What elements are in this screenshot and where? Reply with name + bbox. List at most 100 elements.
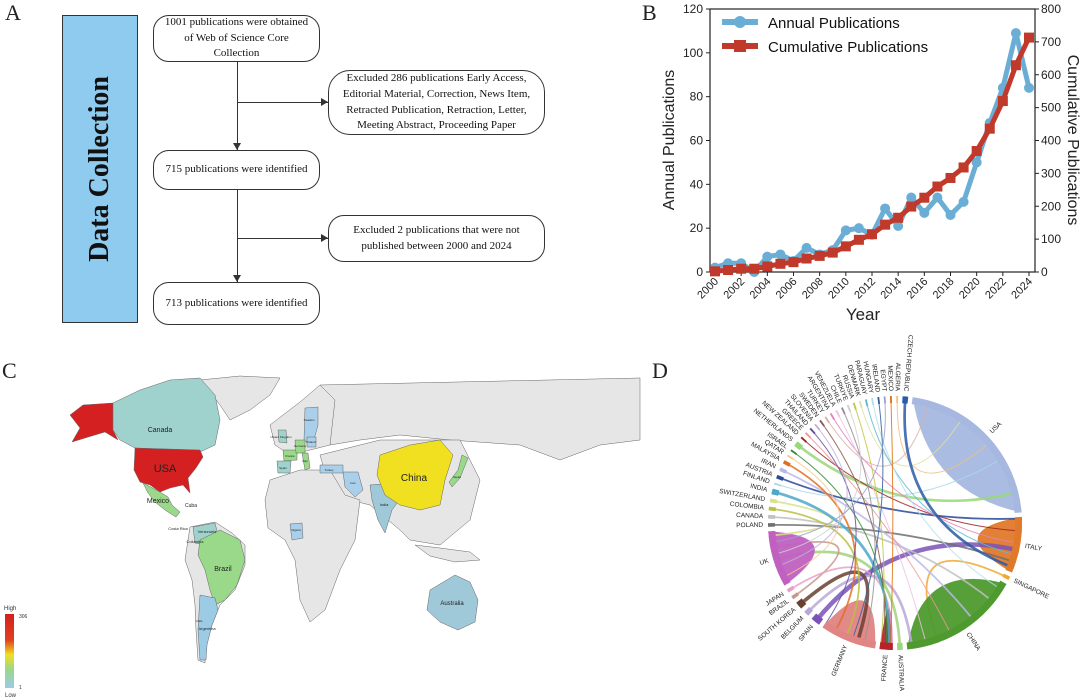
legend-marker-cumulative bbox=[734, 40, 746, 52]
chord-label: CZECH REPUBLIC bbox=[902, 335, 914, 392]
chord-arc-venezuela bbox=[835, 409, 841, 418]
chord-label: SINGAPORE bbox=[1012, 578, 1050, 601]
chord-ribbon-china bbox=[907, 578, 1007, 650]
chord-label: CANADA bbox=[736, 512, 764, 520]
y-tick-label-left: 40 bbox=[690, 177, 704, 191]
map-japan bbox=[448, 454, 469, 488]
chord-link-iran bbox=[779, 468, 976, 623]
data-point-cumulative bbox=[1024, 32, 1034, 43]
chord-arc-slovenia bbox=[814, 423, 821, 431]
data-point-cumulative bbox=[1010, 60, 1021, 71]
map-label-japan: Japan bbox=[453, 475, 462, 479]
chord-arc-malaysia bbox=[782, 460, 791, 467]
map-label-cuba: Cuba bbox=[185, 503, 197, 509]
map-label-venezuela: Venezuela bbox=[198, 529, 217, 534]
chord-arc-greece bbox=[804, 432, 812, 439]
map-italy bbox=[301, 452, 311, 471]
map-argentina bbox=[197, 594, 219, 661]
x-axis-title: Year bbox=[846, 305, 881, 324]
legend-label-cumulative: Cumulative Publications bbox=[768, 39, 928, 56]
y-tick-label-left: 0 bbox=[696, 265, 703, 279]
flow-box-excluded-types: Excluded 286 publications Early Access, … bbox=[328, 70, 545, 135]
data-point-cumulative bbox=[984, 123, 995, 134]
map-label-uk: United Kingdom bbox=[270, 435, 292, 439]
chord-link-slovenia bbox=[775, 424, 848, 568]
chord-arc-italy bbox=[1005, 516, 1022, 573]
map-label-chile: Chile bbox=[196, 619, 203, 623]
map-label-nigeria: Nigeria bbox=[291, 528, 301, 532]
flow-connector bbox=[237, 62, 238, 150]
y-tick-label-right: 500 bbox=[1041, 101, 1061, 115]
y-tick-label-left: 100 bbox=[683, 46, 703, 60]
data-point-annual bbox=[775, 249, 786, 260]
map-label-costa-rica: Costa Rica bbox=[168, 526, 188, 531]
chord-arc-japan bbox=[786, 585, 795, 593]
map-label-columbia: Columbia bbox=[187, 539, 205, 544]
map-poland bbox=[306, 436, 317, 448]
y-axis-title-right: Cumulative Publications bbox=[1064, 55, 1080, 226]
chord-arc-denmark bbox=[858, 400, 863, 408]
chord-arc-poland bbox=[768, 523, 776, 527]
y-axis-title-left: Annual Publications bbox=[661, 70, 678, 211]
map-label-usa: USA bbox=[154, 463, 177, 475]
y-tick-label-left: 20 bbox=[690, 221, 704, 235]
publications-chart: 0 20 40 60 80 100 120 0 100 200 300 400 500 600 700 800… bbox=[661, 2, 1080, 324]
chord-label: IRELAND bbox=[870, 364, 881, 393]
chord-link-israel bbox=[790, 449, 888, 650]
chord-link-mexico bbox=[889, 396, 894, 650]
map-color-legend: High 306 1 Low bbox=[4, 606, 28, 699]
chord-link-malaysia bbox=[783, 460, 857, 635]
chord-label: AUSTRALIA bbox=[896, 655, 904, 692]
map-label-argentina: Argentina bbox=[198, 626, 216, 631]
arrowhead-icon bbox=[233, 275, 241, 282]
chord-label: COLOMBIA bbox=[729, 501, 765, 512]
map-label-spain: Spain bbox=[279, 466, 287, 470]
chord-link-turkey bbox=[824, 400, 930, 467]
legend-gradient bbox=[5, 614, 14, 688]
chord-arc-chile bbox=[841, 407, 846, 415]
chord-arc-israel bbox=[790, 449, 798, 455]
map-brazil bbox=[197, 529, 246, 606]
flow-connector bbox=[237, 102, 328, 103]
chord-arc-mexico bbox=[889, 396, 893, 404]
y-tick-label-right: 300 bbox=[1041, 166, 1061, 180]
map-canada bbox=[112, 377, 221, 453]
chord-link-netherlands bbox=[795, 442, 1019, 503]
legend-high-label: High bbox=[4, 606, 16, 612]
chord-link-canada bbox=[768, 515, 995, 604]
map-spain bbox=[276, 460, 292, 474]
map-iran bbox=[342, 471, 364, 498]
chord-link-poland bbox=[768, 523, 1017, 564]
chord-link-algeria bbox=[896, 396, 993, 474]
flow-connector bbox=[237, 238, 328, 239]
data-point-cumulative bbox=[710, 266, 720, 277]
chord-arc-spain bbox=[811, 613, 824, 625]
flowchart-side-banner: Data Collection bbox=[62, 15, 138, 323]
chord-link-turkiye bbox=[771, 404, 862, 556]
chord-arc-finland bbox=[774, 482, 782, 487]
chord-arc-canada bbox=[768, 514, 776, 519]
chord-ribbon-germany bbox=[822, 600, 876, 649]
flow-arrowheads bbox=[233, 98, 328, 282]
map-label-brazil: Brazil bbox=[214, 566, 232, 573]
chord-arc-switzerland bbox=[769, 498, 778, 504]
data-point-annual bbox=[919, 207, 930, 218]
chord-arc-germany bbox=[822, 621, 877, 649]
map-australia bbox=[426, 574, 479, 631]
chord-arc-algeria bbox=[896, 396, 899, 404]
map-label-turkey: Turkey bbox=[324, 468, 334, 472]
chord-link-czech-republic bbox=[903, 396, 1015, 570]
y-tick-label-right: 0 bbox=[1041, 265, 1048, 279]
map-label-mexico: Mexico bbox=[147, 498, 169, 505]
chord-link-paraguay bbox=[865, 399, 1018, 557]
arrowhead-icon bbox=[233, 143, 241, 150]
chord-label: FRANCE bbox=[881, 654, 890, 682]
chord-link-new-zealand bbox=[800, 436, 1022, 532]
y-tick-label-right: 100 bbox=[1041, 232, 1061, 246]
data-point-annual bbox=[1024, 82, 1034, 93]
chord-arc-singapore bbox=[1002, 573, 1011, 581]
data-point-cumulative bbox=[801, 253, 812, 264]
data-point-cumulative bbox=[736, 263, 747, 274]
data-point-cumulative bbox=[840, 241, 851, 252]
chord-link-argentina bbox=[830, 413, 1021, 545]
